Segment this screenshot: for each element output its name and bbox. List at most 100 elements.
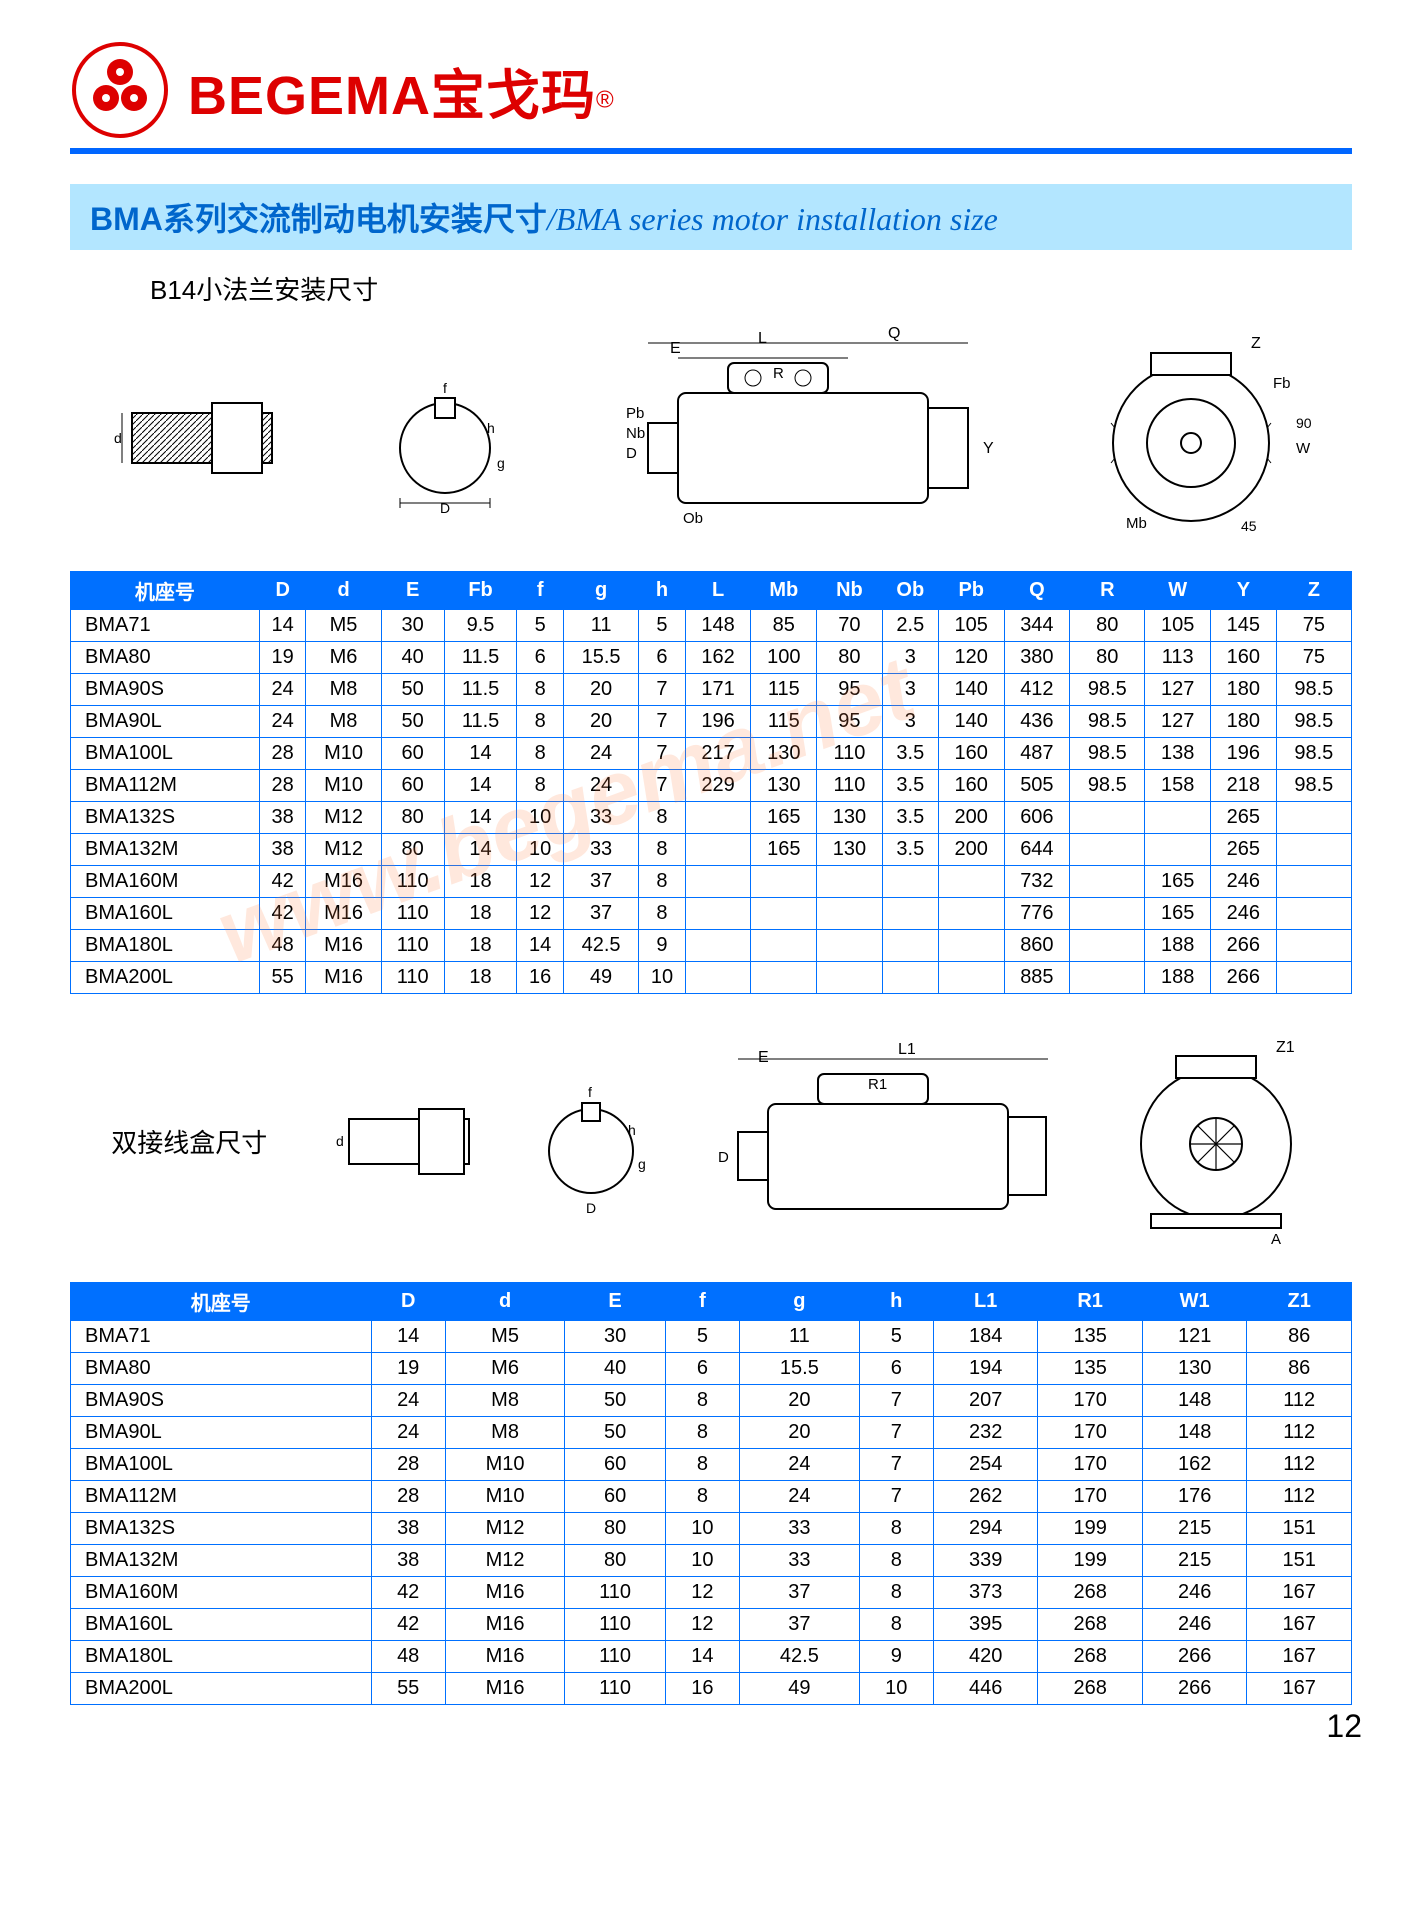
page-container: www.begema.net BEGEMA宝戈玛® BMA系列交流制动电机安装尺… bbox=[0, 0, 1422, 1755]
table-cell: 8 bbox=[859, 1513, 933, 1545]
table-cell: 33 bbox=[740, 1513, 860, 1545]
table-cell bbox=[751, 962, 817, 994]
table-cell: 8 bbox=[665, 1449, 739, 1481]
table-cell: M16 bbox=[306, 898, 381, 930]
table-cell: 98.5 bbox=[1276, 770, 1351, 802]
table-row: BMA112M28M10608247262170176112 bbox=[71, 1481, 1352, 1513]
svg-text:h: h bbox=[487, 420, 495, 436]
table-row: BMA160M42M1611012378373268246167 bbox=[71, 1577, 1352, 1609]
svg-text:h: h bbox=[628, 1122, 636, 1138]
table-cell bbox=[751, 866, 817, 898]
table-cell: 70 bbox=[817, 610, 883, 642]
svg-text:d: d bbox=[336, 1133, 344, 1149]
table-cell: 170 bbox=[1038, 1417, 1143, 1449]
table-cell: 112 bbox=[1247, 1385, 1352, 1417]
table-cell: 20 bbox=[563, 674, 638, 706]
table-cell: 11.5 bbox=[444, 674, 517, 706]
table-cell bbox=[817, 866, 883, 898]
dual-box-dimensions-table: 机座号DdEfghL1R1W1Z1 BMA7114M53051151841351… bbox=[70, 1282, 1352, 1705]
table-cell: 420 bbox=[933, 1641, 1038, 1673]
table-cell bbox=[938, 898, 1004, 930]
table-cell bbox=[1276, 866, 1351, 898]
table-cell: 80 bbox=[1070, 642, 1145, 674]
table-cell: 14 bbox=[665, 1641, 739, 1673]
table-cell: BMA71 bbox=[71, 610, 260, 642]
table-cell: 98.5 bbox=[1070, 738, 1145, 770]
table-cell: 7 bbox=[639, 674, 686, 706]
table-cell: 28 bbox=[259, 738, 306, 770]
table-cell: 170 bbox=[1038, 1449, 1143, 1481]
table-cell: 42 bbox=[259, 898, 306, 930]
table-cell bbox=[685, 866, 751, 898]
table-header-cell: Z1 bbox=[1247, 1283, 1352, 1321]
table-header-cell: Ob bbox=[882, 572, 938, 610]
table-cell: 196 bbox=[1211, 738, 1277, 770]
table-cell bbox=[882, 962, 938, 994]
table-cell bbox=[817, 930, 883, 962]
table-cell: 254 bbox=[933, 1449, 1038, 1481]
table-cell: BMA160L bbox=[71, 1609, 372, 1641]
table-cell: 33 bbox=[740, 1545, 860, 1577]
table-cell: 148 bbox=[685, 610, 751, 642]
table-cell: 80 bbox=[381, 834, 444, 866]
table-cell: 246 bbox=[1211, 898, 1277, 930]
table-cell: 20 bbox=[740, 1417, 860, 1449]
table-cell: 165 bbox=[751, 834, 817, 866]
table-row: BMA7114M530511518413512186 bbox=[71, 1321, 1352, 1353]
table-cell: 50 bbox=[381, 706, 444, 738]
table-cell: 24 bbox=[259, 674, 306, 706]
table-cell: 55 bbox=[371, 1673, 445, 1705]
table-cell: 215 bbox=[1142, 1513, 1247, 1545]
table-cell: 229 bbox=[685, 770, 751, 802]
table-cell bbox=[1070, 930, 1145, 962]
table-cell: BMA132S bbox=[71, 802, 260, 834]
table-cell: 180 bbox=[1211, 674, 1277, 706]
table-cell: 14 bbox=[259, 610, 306, 642]
table-cell: 145 bbox=[1211, 610, 1277, 642]
table-row: BMA112M28M10601482472291301103.516050598… bbox=[71, 770, 1352, 802]
table-cell: 232 bbox=[933, 1417, 1038, 1449]
table-header-cell: Fb bbox=[444, 572, 517, 610]
table-cell: 395 bbox=[933, 1609, 1038, 1641]
table-cell: 188 bbox=[1145, 930, 1211, 962]
table-cell: 113 bbox=[1145, 642, 1211, 674]
table-cell: 266 bbox=[1142, 1641, 1247, 1673]
table-cell bbox=[1276, 898, 1351, 930]
svg-text:L1: L1 bbox=[898, 1041, 916, 1058]
table-cell: M8 bbox=[306, 674, 381, 706]
table-header-cell: W bbox=[1145, 572, 1211, 610]
table-cell: 50 bbox=[381, 674, 444, 706]
table-cell: 18 bbox=[444, 866, 517, 898]
svg-text:Ob: Ob bbox=[683, 510, 703, 527]
table-cell: 167 bbox=[1247, 1641, 1352, 1673]
table-cell: 776 bbox=[1004, 898, 1070, 930]
table-cell: BMA71 bbox=[71, 1321, 372, 1353]
b14-section-label: B14小法兰安装尺寸 bbox=[150, 270, 1352, 307]
table-cell: 3.5 bbox=[882, 770, 938, 802]
table-cell: 100 bbox=[751, 642, 817, 674]
table-cell: M16 bbox=[445, 1577, 565, 1609]
table-cell: 7 bbox=[859, 1385, 933, 1417]
table-cell: M16 bbox=[445, 1673, 565, 1705]
table-cell: BMA80 bbox=[71, 642, 260, 674]
table-cell: 42.5 bbox=[740, 1641, 860, 1673]
table-cell: 80 bbox=[1070, 610, 1145, 642]
table-cell: 176 bbox=[1142, 1481, 1247, 1513]
table-cell: 130 bbox=[751, 738, 817, 770]
table-cell: BMA132M bbox=[71, 834, 260, 866]
table-cell: BMA132M bbox=[71, 1545, 372, 1577]
table-cell: 188 bbox=[1145, 962, 1211, 994]
svg-text:D: D bbox=[718, 1149, 729, 1166]
table-cell: 24 bbox=[259, 706, 306, 738]
table-cell: 80 bbox=[565, 1513, 665, 1545]
table-cell: 60 bbox=[381, 770, 444, 802]
table-cell: 14 bbox=[444, 802, 517, 834]
table-cell: 180 bbox=[1211, 706, 1277, 738]
table-header-cell: d bbox=[445, 1283, 565, 1321]
table-cell: 200 bbox=[938, 834, 1004, 866]
table-cell: 170 bbox=[1038, 1481, 1143, 1513]
table-cell: 12 bbox=[665, 1609, 739, 1641]
table-cell bbox=[1276, 962, 1351, 994]
table-cell: 160 bbox=[938, 738, 1004, 770]
table-cell: 11 bbox=[740, 1321, 860, 1353]
